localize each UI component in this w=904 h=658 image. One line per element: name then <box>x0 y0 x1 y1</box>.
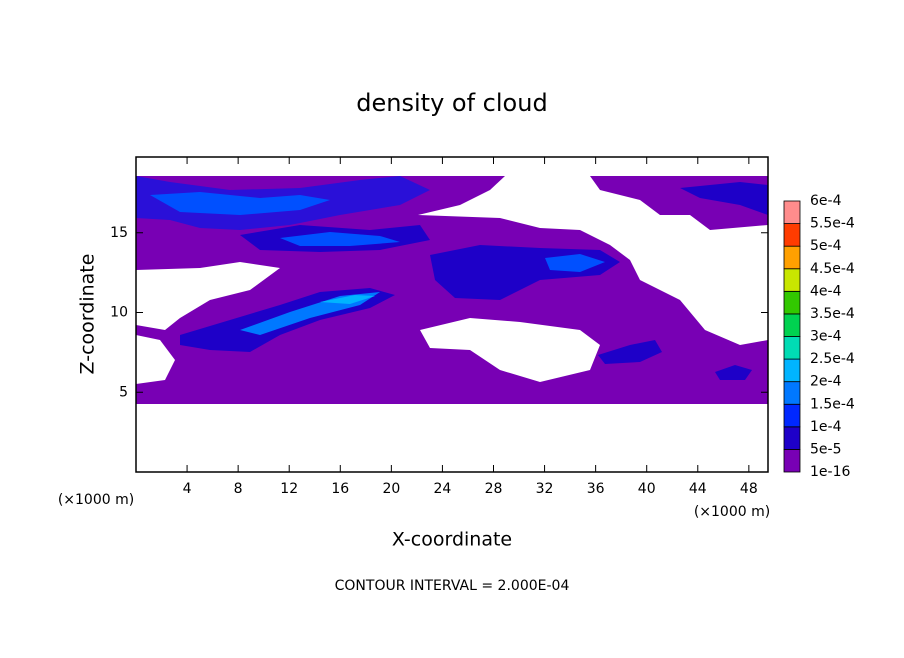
colorbar-box <box>783 245 801 270</box>
colorbar-label: 6e-4 <box>810 193 842 209</box>
y-tick-label: 15 <box>110 225 128 241</box>
x-axis-title: X-coordinate <box>392 529 512 551</box>
colorbar-box <box>783 381 801 405</box>
x-axis-unit: (×1000 m) <box>694 504 770 520</box>
x-tick-label: 8 <box>234 481 243 497</box>
y-tick-label: 5 <box>119 384 128 400</box>
colorbar-box <box>783 223 801 247</box>
cloud-region <box>545 254 605 272</box>
colorbar-box <box>783 403 801 428</box>
x-tick-label: 28 <box>485 481 503 497</box>
colorbar-box <box>783 313 801 337</box>
colorbar-label: 5e-5 <box>810 441 841 457</box>
y-axis-title: Z-coordinate <box>77 254 99 375</box>
colorbar-label: 2e-4 <box>810 374 842 390</box>
colorbar-label: 4e-4 <box>810 283 842 299</box>
colorbar-box <box>783 449 801 473</box>
colorbar-label: 3e-4 <box>810 329 842 345</box>
x-tick-label: 32 <box>536 481 554 497</box>
y-axis-unit: (×1000 m) <box>58 492 134 508</box>
colorbar-box <box>783 336 801 360</box>
colorbar-label: 1.5e-4 <box>810 396 855 412</box>
x-tick-label: 44 <box>689 481 707 497</box>
x-tick-label: 16 <box>331 481 349 497</box>
x-tick-label: 36 <box>587 481 605 497</box>
x-tick-label: 12 <box>280 481 298 497</box>
colorbar-box <box>783 268 801 292</box>
x-tick-label: 48 <box>740 481 758 497</box>
colorbar-label: 1e-4 <box>810 419 842 435</box>
colorbar-label: 4.5e-4 <box>810 261 855 277</box>
cloud-region <box>150 192 330 215</box>
clear-region <box>420 318 600 382</box>
chart-title: density of cloud <box>356 89 547 117</box>
colorbar-label: 3.5e-4 <box>810 306 855 322</box>
x-tick-label: 40 <box>638 481 656 497</box>
cloud-region <box>680 182 768 215</box>
colorbar-label: 1e-16 <box>810 464 850 480</box>
colorbar-label: 5e-4 <box>810 238 842 254</box>
cloud-region <box>598 340 662 364</box>
x-tick-label: 24 <box>434 481 452 497</box>
cloud-region <box>280 232 400 246</box>
colorbar-box <box>783 358 801 383</box>
x-tick-label: 20 <box>382 481 400 497</box>
colorbar-label: 5.5e-4 <box>810 216 855 232</box>
cloud-region <box>715 365 752 380</box>
cloud-region <box>320 295 375 304</box>
y-tick-label: 10 <box>110 305 128 321</box>
contour-field <box>136 176 768 404</box>
plot-frame <box>135 156 769 473</box>
clear-region <box>136 335 175 384</box>
clear-region <box>418 176 768 345</box>
footnote: CONTOUR INTERVAL = 2.000E-04 <box>335 578 570 594</box>
colorbar-box <box>783 290 801 315</box>
clear-region <box>136 262 280 330</box>
x-tick-label: 4 <box>183 481 192 497</box>
colorbar-label: 2.5e-4 <box>810 351 855 367</box>
colorbar-box <box>783 426 801 450</box>
colorbar-box <box>783 200 801 224</box>
